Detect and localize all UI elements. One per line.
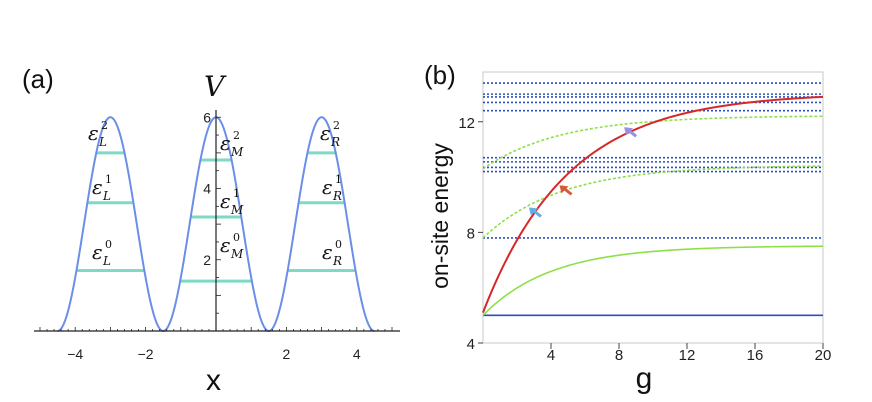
x-tick-label: 4 [353, 346, 361, 362]
epsilon-label-R1: ε R 1 [322, 173, 342, 203]
crossing-arrow [528, 207, 542, 218]
epsilon-superscript: 2 [101, 119, 108, 132]
epsilon-label-L1: ε L 1 [92, 173, 112, 203]
plot-frame [482, 71, 824, 344]
epsilon-label-L0: ε L 0 [92, 238, 112, 268]
panel-b-label: (b) [424, 60, 456, 90]
y-tick-label: 8 [467, 225, 475, 242]
panel-a-xlabel: x [206, 364, 221, 397]
epsilon-superscript: 1 [233, 187, 240, 200]
y-tick-label: 2 [203, 252, 211, 268]
x-tick-label: 12 [679, 347, 696, 364]
epsilon-symbol: ε [220, 233, 231, 257]
epsilon-symbol: ε [88, 121, 99, 145]
epsilon-symbol: ε [92, 175, 103, 199]
epsilon-subscript: M [230, 145, 244, 159]
series-line [482, 245, 824, 316]
y-tick-label: 6 [203, 109, 211, 125]
epsilon-subscript: R [330, 135, 340, 149]
epsilon-subscript: R [332, 254, 342, 268]
arrow-head [559, 185, 569, 194]
epsilon-superscript: 1 [105, 173, 112, 186]
panel-b-horizontal-levels [483, 82, 823, 239]
epsilon-label-M0: ε M 0 [220, 231, 244, 261]
panel-b-arrows [528, 127, 638, 218]
epsilon-superscript: 1 [335, 173, 342, 186]
series-line [482, 115, 824, 170]
panel-a-label: (a) [22, 64, 54, 94]
epsilon-superscript: 0 [105, 238, 112, 251]
panel-b-xlabel: g [636, 362, 653, 395]
y-tick-label: 4 [467, 336, 475, 353]
epsilon-subscript: L [102, 254, 111, 268]
panel-a-axes: −4 −2 2 4 2 4 6 [34, 109, 400, 362]
x-tick-label: −2 [138, 346, 154, 362]
panel-b-ticks: 4 8 12 16 20 4 8 12 [458, 115, 831, 364]
crossing-arrow [624, 127, 638, 138]
panel-b-series [482, 95, 824, 317]
panel-a-ylabel: V [204, 70, 227, 103]
epsilon-subscript: M [230, 247, 244, 261]
series-line [482, 165, 824, 239]
epsilon-subscript: R [332, 189, 342, 203]
epsilon-symbol: ε [92, 240, 103, 264]
y-tick-label: 4 [203, 181, 211, 197]
epsilon-superscript: 2 [333, 119, 340, 132]
epsilon-label-L2: ε L 2 [88, 119, 108, 149]
x-tick-label: 16 [747, 347, 764, 364]
epsilon-symbol: ε [322, 175, 333, 199]
epsilon-subscript: L [98, 135, 107, 149]
epsilon-superscript: 0 [335, 238, 342, 251]
x-tick-label: 20 [815, 347, 832, 364]
panel-b-ylabel: on-site energy [427, 143, 453, 289]
epsilon-subscript: M [230, 203, 244, 217]
panel-b-frame [482, 71, 824, 344]
panel-a-level-labels: ε L0ε L1ε L2ε M0ε M1ε M2ε R0ε R1ε R2 [88, 119, 342, 268]
arrow-head [624, 127, 634, 136]
epsilon-symbol: ε [322, 240, 333, 264]
crossing-arrow [559, 185, 573, 196]
arrow-head [528, 207, 538, 216]
x-tick-label: 8 [615, 347, 623, 364]
epsilon-superscript: 0 [233, 231, 240, 244]
epsilon-symbol: ε [320, 121, 331, 145]
x-tick-label: 2 [283, 346, 291, 362]
epsilon-symbol: ε [220, 131, 231, 155]
x-tick-label: 4 [547, 347, 555, 364]
epsilon-superscript: 2 [233, 129, 240, 142]
epsilon-label-M2: ε M 2 [220, 129, 244, 159]
epsilon-subscript: L [102, 189, 111, 203]
epsilon-label-R0: ε R 0 [322, 238, 342, 268]
x-tick-label: −4 [67, 346, 83, 362]
epsilon-label-R2: ε R 2 [320, 119, 340, 149]
y-tick-label: 12 [458, 115, 475, 132]
series-line [482, 95, 824, 313]
epsilon-symbol: ε [220, 189, 231, 213]
epsilon-label-M1: ε M 1 [220, 187, 244, 217]
